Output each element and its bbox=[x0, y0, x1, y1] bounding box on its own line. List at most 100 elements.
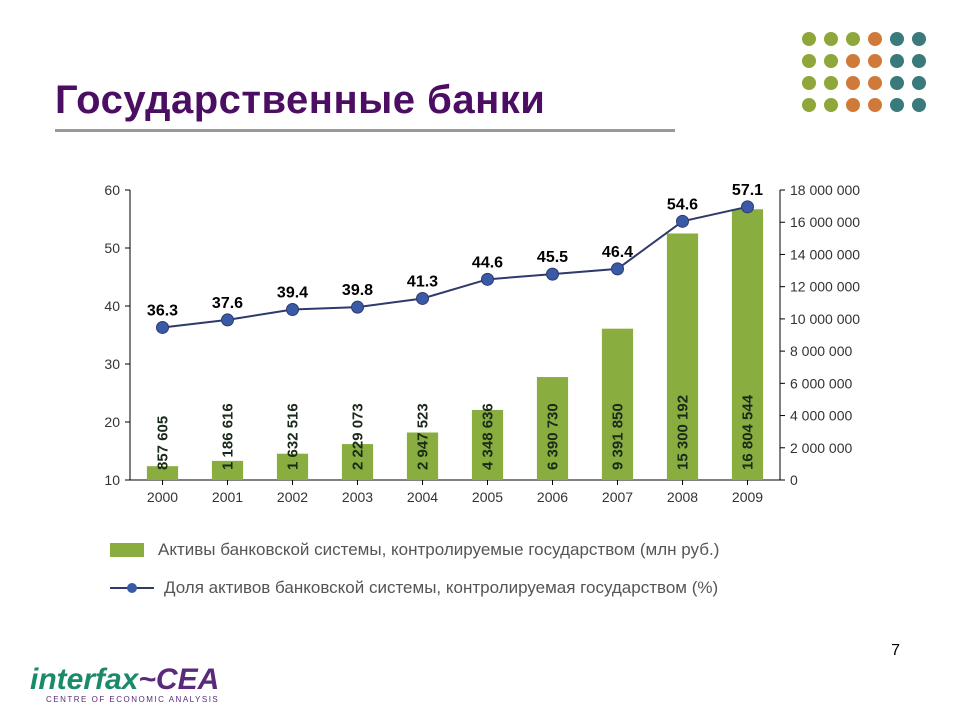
x-tick-label: 2003 bbox=[342, 489, 373, 505]
trend-value-label: 41.3 bbox=[407, 273, 438, 290]
bar-value-label: 6 390 730 bbox=[545, 403, 562, 470]
decorative-dot bbox=[912, 54, 926, 68]
decorative-dot bbox=[912, 98, 926, 112]
decorative-dot-grid bbox=[802, 32, 930, 116]
decorative-dot bbox=[802, 98, 816, 112]
decorative-dot bbox=[890, 32, 904, 46]
legend-swatch-bar bbox=[110, 543, 144, 557]
x-tick-label: 2005 bbox=[472, 489, 503, 505]
y-right-tick-label: 10 000 000 bbox=[790, 311, 860, 327]
bar-value-label: 1 186 616 bbox=[220, 403, 237, 470]
y-left-tick-label: 20 bbox=[104, 414, 120, 430]
x-tick-label: 2006 bbox=[537, 489, 568, 505]
y-left-tick-label: 10 bbox=[104, 472, 120, 488]
decorative-dot bbox=[890, 98, 904, 112]
y-right-tick-label: 0 bbox=[790, 472, 798, 488]
decorative-dot bbox=[868, 76, 882, 90]
decorative-dot bbox=[824, 76, 838, 90]
bar-value-label: 9 391 850 bbox=[610, 403, 627, 470]
x-tick-label: 2000 bbox=[147, 489, 178, 505]
trend-point bbox=[222, 314, 234, 326]
trend-point bbox=[157, 321, 169, 333]
trend-value-label: 54.6 bbox=[667, 196, 698, 213]
decorative-dot bbox=[846, 98, 860, 112]
bar-value-label: 2 947 523 bbox=[415, 403, 432, 470]
trend-point bbox=[352, 301, 364, 313]
trend-value-label: 45.5 bbox=[537, 249, 568, 266]
y-right-tick-label: 4 000 000 bbox=[790, 408, 852, 424]
decorative-dot bbox=[846, 54, 860, 68]
bar-value-label: 857 605 bbox=[155, 416, 172, 470]
logo-subtitle: CENTRE OF ECONOMIC ANALYSIS bbox=[30, 695, 219, 704]
trend-value-label: 37.6 bbox=[212, 295, 243, 312]
trend-point bbox=[677, 215, 689, 227]
x-tick-label: 2001 bbox=[212, 489, 243, 505]
decorative-dot bbox=[890, 76, 904, 90]
decorative-dot bbox=[868, 54, 882, 68]
decorative-dot bbox=[868, 32, 882, 46]
y-left-tick-label: 40 bbox=[104, 298, 120, 314]
decorative-dot bbox=[912, 32, 926, 46]
trend-value-label: 39.8 bbox=[342, 282, 373, 299]
trend-line bbox=[163, 207, 748, 328]
legend-label-bar: Активы банковской системы, контролируемы… bbox=[158, 540, 719, 560]
decorative-dot bbox=[802, 54, 816, 68]
bar-value-label: 15 300 192 bbox=[675, 395, 692, 470]
logo-part1: interfax bbox=[30, 663, 138, 696]
decorative-dot bbox=[846, 76, 860, 90]
trend-value-label: 44.6 bbox=[472, 254, 503, 271]
slide: Государственные банки 10 20 30 40 50 60 0 2 000… bbox=[0, 0, 960, 720]
bar-value-label: 4 348 636 bbox=[480, 403, 497, 470]
x-tick-label: 2009 bbox=[732, 489, 763, 505]
y-right-tick-label: 16 000 000 bbox=[790, 214, 860, 230]
title-block: Государственные банки bbox=[55, 78, 675, 132]
logo-tilde: ~ bbox=[138, 663, 156, 696]
y-right-tick-label: 14 000 000 bbox=[790, 246, 860, 262]
decorative-dot bbox=[890, 54, 904, 68]
bar-value-label: 1 632 516 bbox=[285, 403, 302, 470]
decorative-dot bbox=[846, 32, 860, 46]
chart-svg: 10 20 30 40 50 60 0 2 000 000 4 000 000 6 000 000… bbox=[80, 180, 880, 520]
y-left-tick-label: 60 bbox=[104, 182, 120, 198]
trend-value-label: 36.3 bbox=[147, 302, 178, 319]
trend-point bbox=[547, 268, 559, 280]
chart: 10 20 30 40 50 60 0 2 000 000 4 000 000 6 000 000… bbox=[80, 180, 880, 520]
decorative-dot bbox=[824, 32, 838, 46]
decorative-dot bbox=[868, 98, 882, 112]
legend-swatch-line bbox=[110, 581, 154, 595]
trend-value-label: 39.4 bbox=[277, 284, 308, 301]
y-right-tick-label: 8 000 000 bbox=[790, 343, 852, 359]
page-number: 7 bbox=[891, 642, 900, 660]
trend-point bbox=[417, 292, 429, 304]
bar-value-label: 16 804 544 bbox=[740, 394, 757, 470]
title-underline bbox=[55, 129, 675, 132]
y-right-tick-label: 12 000 000 bbox=[790, 279, 860, 295]
trend-value-label: 46.4 bbox=[602, 244, 633, 261]
trend-point bbox=[482, 273, 494, 285]
bar-value-label: 2 229 073 bbox=[350, 403, 367, 470]
decorative-dot bbox=[824, 54, 838, 68]
slide-title: Государственные банки bbox=[55, 78, 675, 123]
logo: interfax~CEA CENTRE OF ECONOMIC ANALYSIS bbox=[30, 663, 219, 704]
trend-point bbox=[287, 303, 299, 315]
trend-point bbox=[612, 263, 624, 275]
x-tick-label: 2007 bbox=[602, 489, 633, 505]
x-tick-label: 2008 bbox=[667, 489, 698, 505]
x-tick-label: 2004 bbox=[407, 489, 438, 505]
decorative-dot bbox=[824, 98, 838, 112]
legend-item-bar: Активы банковской системы, контролируемы… bbox=[110, 540, 719, 560]
y-left-tick-label: 30 bbox=[104, 356, 120, 372]
legend: Активы банковской системы, контролируемы… bbox=[110, 540, 719, 616]
decorative-dot bbox=[802, 76, 816, 90]
y-left-tick-label: 50 bbox=[104, 240, 120, 256]
trend-value-label: 57.1 bbox=[732, 182, 763, 199]
logo-text: interfax~CEA bbox=[30, 663, 219, 697]
logo-part2: CEA bbox=[156, 663, 219, 696]
y-right-tick-label: 2 000 000 bbox=[790, 440, 852, 456]
decorative-dot bbox=[912, 76, 926, 90]
y-right-tick-label: 6 000 000 bbox=[790, 375, 852, 391]
legend-item-line: Доля активов банковской системы, контрол… bbox=[110, 578, 719, 598]
decorative-dot bbox=[802, 32, 816, 46]
y-right-tick-label: 18 000 000 bbox=[790, 182, 860, 198]
trend-point bbox=[742, 201, 754, 213]
